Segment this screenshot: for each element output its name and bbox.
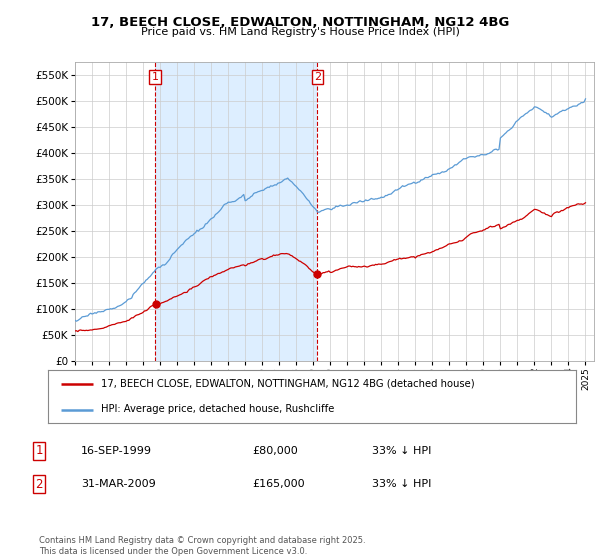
Bar <box>155 62 317 361</box>
Text: 33% ↓ HPI: 33% ↓ HPI <box>372 446 431 456</box>
Text: 16-SEP-1999: 16-SEP-1999 <box>81 446 152 456</box>
Text: 17, BEECH CLOSE, EDWALTON, NOTTINGHAM, NG12 4BG: 17, BEECH CLOSE, EDWALTON, NOTTINGHAM, N… <box>91 16 509 29</box>
Text: 33% ↓ HPI: 33% ↓ HPI <box>372 479 431 489</box>
Text: 2: 2 <box>35 478 43 491</box>
Text: 1: 1 <box>35 444 43 458</box>
Text: 2: 2 <box>314 72 321 82</box>
Text: HPI: Average price, detached house, Rushcliffe: HPI: Average price, detached house, Rush… <box>101 404 334 414</box>
Text: £165,000: £165,000 <box>252 479 305 489</box>
Text: 1: 1 <box>152 72 158 82</box>
Text: 31-MAR-2009: 31-MAR-2009 <box>81 479 156 489</box>
Text: Contains HM Land Registry data © Crown copyright and database right 2025.
This d: Contains HM Land Registry data © Crown c… <box>39 536 365 556</box>
Text: 17, BEECH CLOSE, EDWALTON, NOTTINGHAM, NG12 4BG (detached house): 17, BEECH CLOSE, EDWALTON, NOTTINGHAM, N… <box>101 379 475 389</box>
Text: Price paid vs. HM Land Registry's House Price Index (HPI): Price paid vs. HM Land Registry's House … <box>140 27 460 37</box>
Text: £80,000: £80,000 <box>252 446 298 456</box>
